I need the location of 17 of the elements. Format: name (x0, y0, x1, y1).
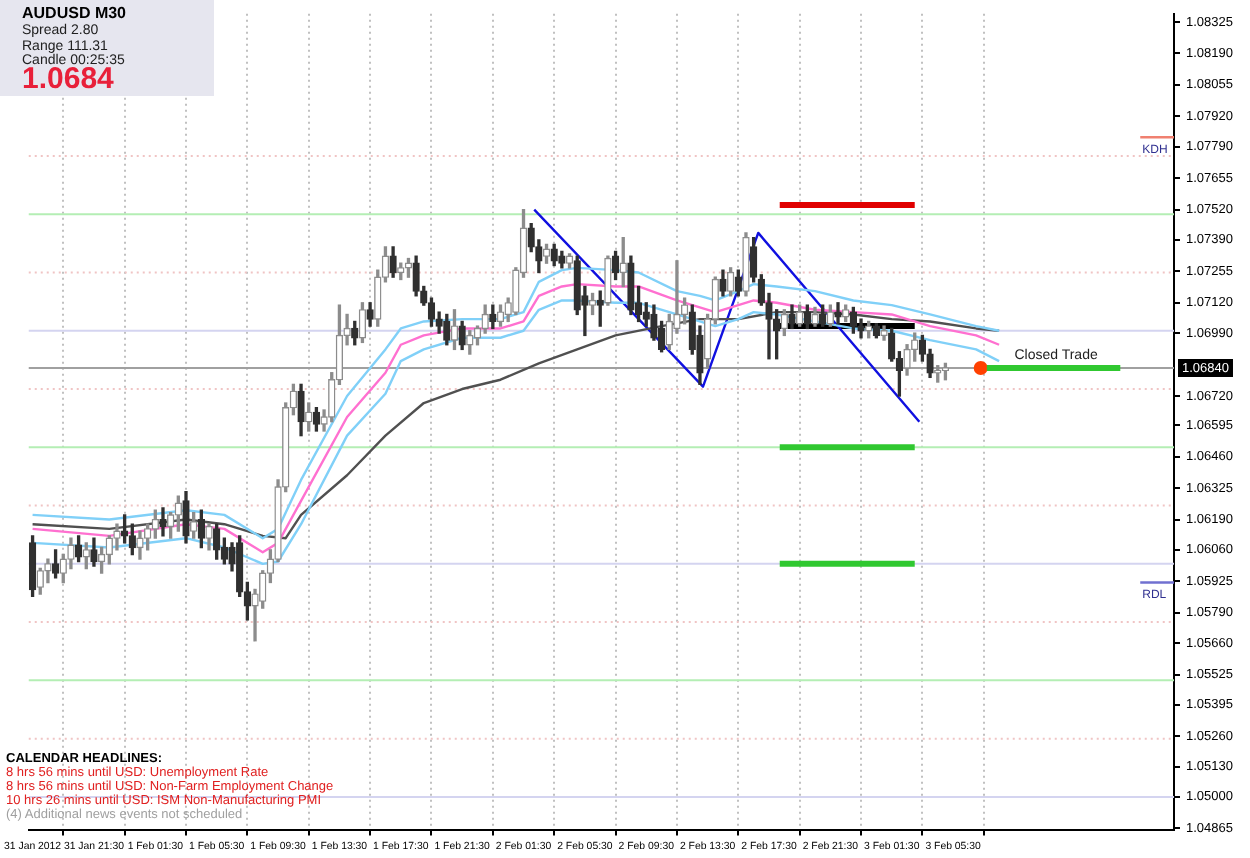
candlestick (496, 304, 505, 327)
candlestick (74, 535, 83, 563)
candlestick (159, 507, 167, 537)
candlestick (28, 535, 37, 598)
candlestick (872, 323, 881, 339)
candlestick (565, 253, 574, 269)
chart-title: AUDUSD M30 (22, 4, 127, 22)
candlestick (611, 250, 620, 281)
candlestick (542, 243, 551, 264)
candlestick (404, 257, 413, 278)
candlestick (588, 292, 597, 316)
candlestick (51, 549, 60, 579)
annotation: 1.0684 (22, 62, 114, 96)
candlestick (450, 309, 459, 351)
candlestick (726, 267, 735, 297)
candlestick (358, 302, 367, 344)
candlestick (312, 407, 321, 432)
